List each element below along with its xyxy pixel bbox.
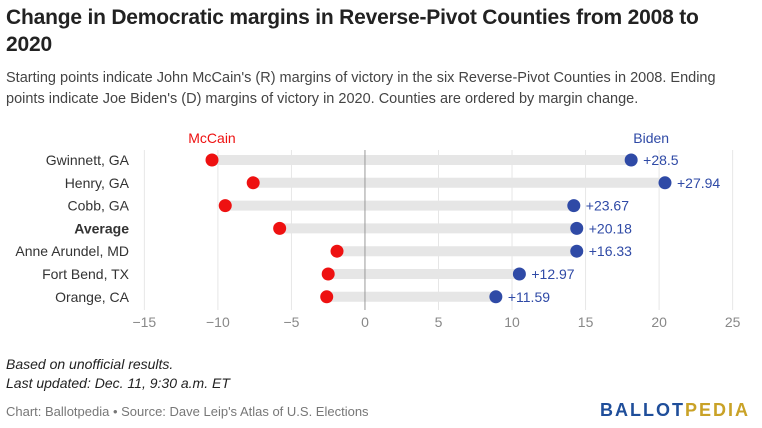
category-label: Orange, CA [55, 289, 130, 305]
chart-title: Change in Democratic margins in Reverse-… [6, 6, 699, 56]
ballotpedia-logo: BALLOTPEDIA [600, 400, 750, 421]
mccain-point [330, 244, 344, 258]
data-labels: +28.5 +27.94 +23.67 +20.18 +16.33 +12.97 +11.5… [508, 152, 721, 305]
change-label: +16.33 [589, 243, 632, 259]
change-label: +28.5 [643, 152, 679, 168]
change-label: +27.94 [677, 175, 720, 191]
biden-point [489, 290, 503, 304]
x-tick-label: −10 [206, 314, 230, 330]
chart-subtitle: Starting points indicate John McCain's (… [6, 70, 716, 107]
x-tick-label: 5 [435, 314, 443, 330]
biden-point [658, 176, 672, 190]
series-label-biden: Biden [633, 130, 669, 146]
mccain-point [320, 290, 334, 304]
footer-source: Chart: Ballotpedia • Source: Dave Leip's… [6, 404, 369, 419]
x-axis-ticks: −15 −10 −5 0 5 10 15 20 25 [132, 314, 740, 330]
x-tick-label: 0 [361, 314, 369, 330]
mccain-point [273, 221, 287, 235]
biden-point [570, 244, 584, 258]
category-label: Fort Bend, TX [42, 266, 130, 282]
mccain-point [205, 153, 219, 167]
range-bars [207, 155, 670, 302]
note-updated: Last updated: Dec. 11, 9:30 a.m. ET [6, 375, 230, 391]
category-label: Gwinnett, GA [46, 152, 130, 168]
change-label: +12.97 [531, 266, 574, 282]
change-label: +23.67 [586, 198, 629, 214]
change-label: +20.18 [589, 220, 632, 236]
category-label: Average [74, 220, 129, 236]
mccain-point [321, 267, 335, 281]
x-tick-label: 15 [578, 314, 594, 330]
mccain-point [218, 199, 232, 213]
x-tick-label: −5 [283, 314, 299, 330]
mccain-point [246, 176, 260, 190]
logo-pedia: PEDIA [684, 400, 750, 420]
category-label: Henry, GA [65, 175, 130, 191]
category-label: Cobb, GA [68, 198, 130, 214]
x-tick-label: 10 [504, 314, 520, 330]
biden-point [512, 267, 526, 281]
x-tick-label: 20 [651, 314, 667, 330]
category-labels: Gwinnett, GA Henry, GA Cobb, GA Average Anne… [15, 152, 129, 305]
series-labels: McCain Biden [188, 130, 669, 146]
x-tick-label: −15 [132, 314, 156, 330]
data-points [205, 153, 672, 304]
biden-point [567, 199, 581, 213]
series-label-mccain: McCain [188, 130, 235, 146]
note-unofficial: Based on unofficial results. [6, 356, 174, 372]
x-tick-label: 25 [725, 314, 741, 330]
category-label: Anne Arundel, MD [15, 243, 129, 259]
change-label: +11.59 [508, 289, 550, 305]
biden-point [624, 153, 638, 167]
biden-point [570, 221, 584, 235]
logo-ballot: BALLOT [600, 400, 685, 420]
